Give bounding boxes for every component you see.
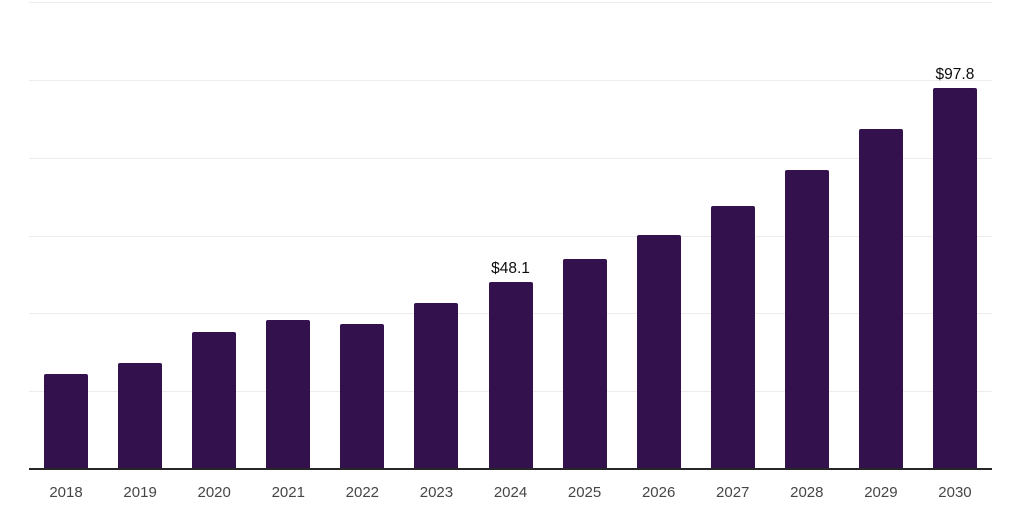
- x-axis-line: [29, 468, 992, 470]
- x-axis-label-2020: 2020: [197, 484, 231, 501]
- gridline-60: [29, 235, 992, 237]
- x-axis-label-2027: 2027: [716, 484, 750, 501]
- x-axis-label-2022: 2022: [345, 484, 380, 501]
- bar-2018: [44, 374, 89, 469]
- x-axis-label-2030: 2030: [938, 484, 972, 501]
- bar-value-label-2030: $97.8: [935, 66, 975, 84]
- x-axis-label-2025: 2025: [567, 484, 602, 501]
- bar-2030: [932, 88, 977, 469]
- x-axis-label-2019: 2019: [123, 484, 157, 501]
- x-axis-labels: 2018 2019 2020 2021 2022 2023 2024 2025 2026 2027…: [29, 484, 992, 506]
- x-axis-label-2023: 2023: [419, 484, 454, 501]
- gridline-120: [29, 2, 992, 3]
- bar-2022: [340, 323, 385, 469]
- x-axis-label-2026: 2026: [641, 484, 676, 501]
- bar-2023: [414, 302, 459, 469]
- gridline-80: [29, 157, 992, 159]
- bar-2019: [118, 363, 163, 469]
- bar-2021: [266, 319, 311, 469]
- x-axis-label-2029: 2029: [864, 484, 898, 501]
- x-axis-label-2018: 2018: [49, 484, 83, 501]
- bar-2027: [710, 205, 755, 469]
- bar-2026: [636, 234, 681, 469]
- bar-2029: [858, 129, 903, 469]
- bar-2025: [562, 259, 607, 469]
- bar-value-label-2024: $48.1: [491, 259, 530, 277]
- bar-2024: [488, 281, 533, 469]
- x-axis-label-2024: 2024: [493, 484, 528, 501]
- x-axis-label-2028: 2028: [790, 484, 824, 501]
- bar-2020: [192, 332, 237, 469]
- x-axis-label-2021: 2021: [271, 484, 305, 501]
- bar-2028: [784, 169, 829, 469]
- plot-area: $48.1 $97.8: [29, 2, 992, 470]
- gridline-100: [29, 79, 992, 81]
